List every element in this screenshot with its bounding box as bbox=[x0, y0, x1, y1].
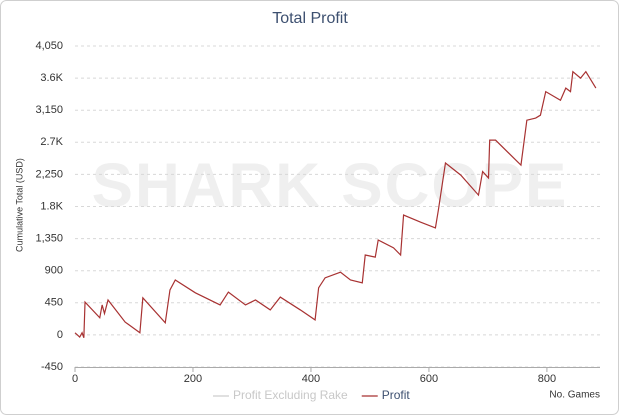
y-tick-label: 900 bbox=[45, 265, 63, 277]
x-axis-label: No. Games bbox=[549, 390, 600, 401]
legend-label[interactable]: Profit Excluding Rake bbox=[233, 388, 348, 402]
y-tick-label: 450 bbox=[45, 297, 63, 309]
watermark: SHARK SCOPE bbox=[92, 151, 569, 220]
x-tick-label: 400 bbox=[302, 373, 320, 385]
x-tick-label: 200 bbox=[184, 373, 202, 385]
y-tick-label: 0 bbox=[57, 329, 63, 341]
y-axis-label: Cumulative Total (USD) bbox=[14, 158, 24, 252]
series-line bbox=[74, 70, 597, 338]
chart-title: Total Profit bbox=[272, 10, 348, 27]
x-tick-label: 0 bbox=[72, 373, 78, 385]
y-tick-label: 1.8K bbox=[40, 200, 63, 212]
x-tick-label: 600 bbox=[420, 373, 438, 385]
x-tick-label: 800 bbox=[538, 373, 556, 385]
y-tick-label: 3,150 bbox=[35, 104, 63, 116]
y-tick-label: 3.6K bbox=[40, 72, 63, 84]
y-tick-label: -450 bbox=[41, 361, 63, 373]
y-tick-label: 2.7K bbox=[40, 136, 63, 148]
legend-label[interactable]: Profit bbox=[382, 388, 411, 402]
y-tick-label: 2,250 bbox=[35, 168, 63, 180]
y-tick-label: 1,350 bbox=[35, 233, 63, 245]
y-tick-label: 4,050 bbox=[35, 40, 63, 52]
